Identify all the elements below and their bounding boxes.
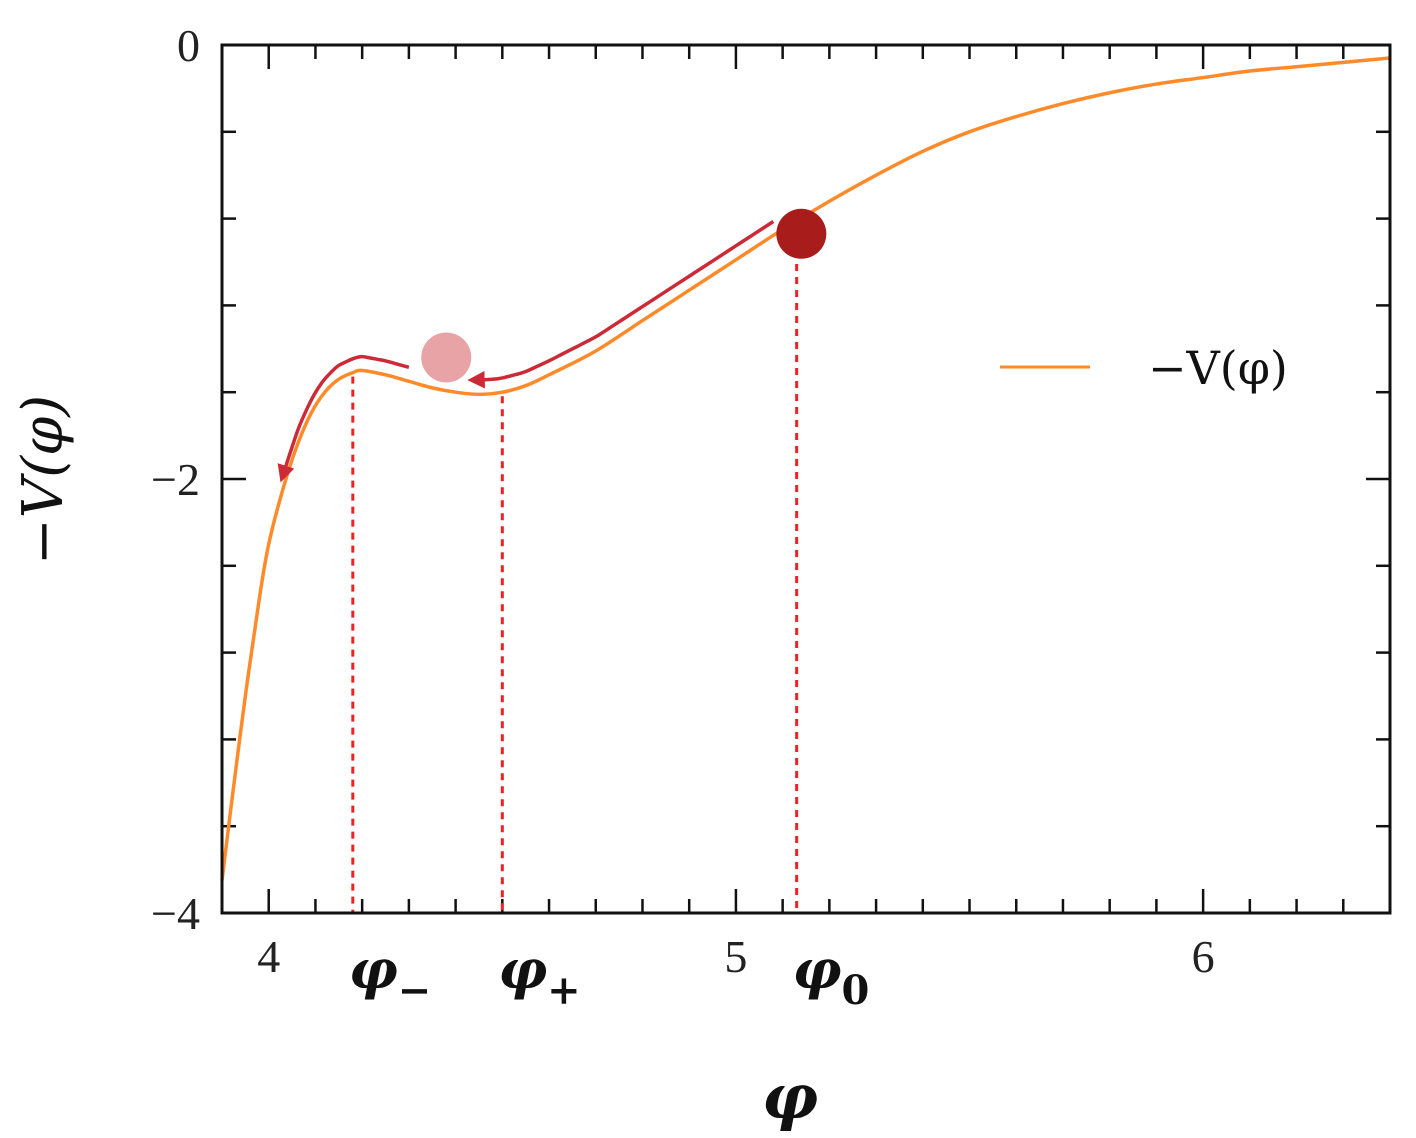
- marker-label-φ_-: φ−: [349, 937, 431, 1014]
- y-tick-label: 0: [177, 20, 200, 71]
- tick-labels: 4 5 6 0 −2 −4: [151, 20, 1215, 982]
- y-tick-label: −4: [151, 888, 200, 939]
- x-tick-label: 5: [724, 931, 747, 982]
- ball-1: [776, 208, 827, 259]
- marker-label-φ_+: φ+: [498, 937, 580, 1014]
- arrow-lower: [277, 354, 410, 483]
- plot-frame: [220, 43, 1392, 915]
- legend: −V(φ): [1000, 341, 1288, 395]
- x-tick-label: 4: [257, 931, 280, 982]
- marker-labels: φ0 φ+ φ−: [349, 937, 870, 1014]
- guide-lines: [351, 224, 799, 913]
- y-axis-label: −V(φ): [11, 395, 76, 565]
- motion-arrows: [277, 220, 775, 483]
- potential-curve: [220, 56, 1391, 881]
- x-tick-label: 6: [1192, 931, 1215, 982]
- ball-2: [421, 332, 472, 383]
- arrow-upper: [467, 220, 775, 389]
- legend-label: −V(φ): [1148, 341, 1288, 395]
- x-axis-label: φ: [762, 1060, 818, 1133]
- marker-label-φ_0: φ0: [793, 937, 870, 1014]
- curve-layer: [220, 56, 1391, 881]
- axis-ticks: [222, 43, 1392, 915]
- balls: [421, 208, 827, 383]
- y-tick-label: −2: [151, 454, 200, 505]
